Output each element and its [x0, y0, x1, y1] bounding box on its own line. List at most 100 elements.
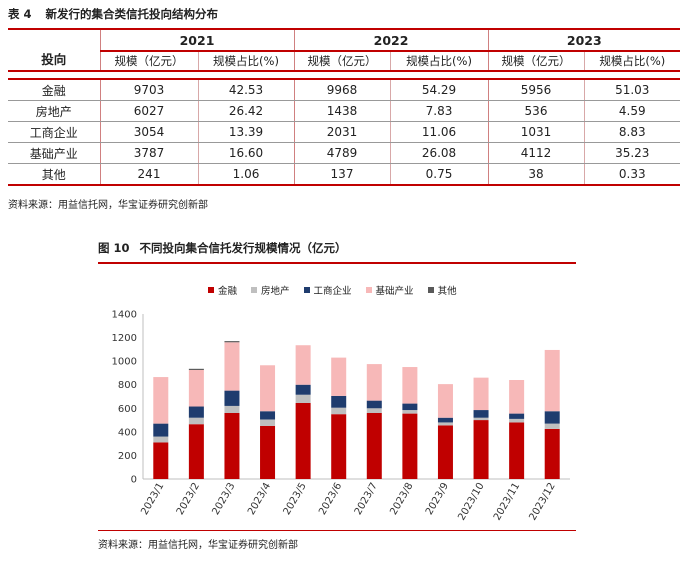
column-header: 规模占比(%)	[583, 50, 681, 72]
bar-segment	[295, 402, 311, 479]
legend-label: 基础产业	[375, 286, 414, 297]
bar-segment	[437, 422, 453, 426]
bar-segment	[366, 408, 382, 413]
x-tick-label: 2023/9	[424, 481, 451, 517]
column-header: 规模（亿元）	[99, 50, 198, 72]
row-category: 金融	[8, 78, 100, 101]
bar-segment	[153, 423, 169, 437]
bar-segment	[509, 380, 525, 414]
bar-segment	[509, 413, 525, 419]
bar-segment	[402, 410, 418, 414]
table-row: 房地产 6027 26.42 1438 7.83 536 4.59	[8, 100, 680, 122]
bar-segment	[437, 417, 453, 423]
table-cell: 26.08	[389, 142, 488, 164]
figure-source: 资料来源：用益信托网，华宝证券研究创新部	[98, 540, 298, 551]
bar-segment	[224, 390, 240, 406]
bar-segment	[224, 405, 240, 413]
bar-segment	[437, 425, 453, 479]
table-cell: 2031	[293, 121, 390, 143]
bar-segment	[331, 407, 347, 415]
table-cell: 3054	[99, 121, 198, 143]
table-cell: 4112	[487, 142, 584, 164]
bar-segment	[544, 423, 560, 429]
table-caption: 表 4 新发行的集合类信托投向结构分布	[8, 6, 218, 22]
table-cell: 1.06	[197, 163, 294, 186]
table-row: 其他 241 1.06 137 0.75 38 0.33	[8, 163, 680, 186]
bar-segment	[188, 424, 204, 479]
bar-segment	[188, 368, 204, 370]
table-row: 基础产业 3787 16.60 4789 26.08 4112 35.23	[8, 142, 680, 164]
bar-segment	[544, 349, 560, 412]
bar-segment	[544, 428, 560, 479]
x-tick-label: 2023/6	[317, 481, 344, 517]
table-cell: 51.03	[583, 78, 680, 101]
bar-segment	[224, 413, 240, 479]
column-header: 规模（亿元）	[293, 50, 391, 72]
bar-segment	[509, 422, 525, 479]
table-cell: 9703	[99, 78, 198, 101]
table-cell: 54.29	[389, 78, 488, 101]
legend-label: 金融	[218, 286, 238, 297]
table-cell: 137	[293, 163, 390, 186]
table-cell: 9968	[293, 78, 390, 101]
bar-segment	[224, 341, 240, 343]
table-cell: 35.23	[583, 142, 680, 164]
bar-segment	[188, 406, 204, 418]
bar-segment	[224, 342, 240, 391]
bar-segment	[331, 357, 347, 396]
table-cell: 26.42	[197, 100, 294, 122]
bar-segment	[402, 403, 418, 411]
bar-segment	[260, 425, 276, 479]
y-tick-label: 400	[118, 427, 137, 438]
legend-item: 工商企业	[303, 283, 352, 297]
year-header: 2021	[99, 28, 295, 52]
legend-swatch	[303, 287, 310, 293]
table-cell: 5956	[487, 78, 584, 101]
year-header: 2022	[293, 28, 489, 52]
table-cell: 8.83	[583, 121, 680, 143]
y-tick-label: 600	[118, 404, 137, 415]
table-cell: 0.75	[389, 163, 488, 186]
row-category: 工商企业	[8, 121, 100, 143]
bar-segment	[366, 400, 382, 409]
x-tick-label: 2023/3	[210, 481, 237, 517]
row-category: 房地产	[8, 100, 100, 122]
column-header: 规模占比(%)	[389, 50, 489, 72]
table-cell: 42.53	[197, 78, 294, 101]
legend-swatch	[427, 287, 434, 293]
bar-segment	[473, 420, 489, 479]
row-category: 基础产业	[8, 142, 100, 164]
bar-segment	[188, 369, 204, 407]
figure-caption: 图 10 不同投向集合信托发行规模情况（亿元）	[98, 240, 347, 256]
bar-segment	[366, 364, 382, 401]
column-header: 规模占比(%)	[197, 50, 295, 72]
table-number: 表 4	[8, 7, 32, 21]
legend-item: 金融	[208, 283, 237, 297]
figure-bottom-rule	[98, 530, 576, 531]
chart-legend: 金融 房地产 工商企业 基础产业 其他	[208, 283, 457, 297]
table-cell: 241	[99, 163, 198, 186]
legend-item: 房地产	[251, 283, 290, 297]
bar-segment	[153, 377, 169, 424]
table-cell: 11.06	[389, 121, 488, 143]
legend-label: 房地产	[261, 286, 290, 297]
bar-segment	[473, 417, 489, 421]
bar-segment	[295, 394, 311, 403]
bar-segment	[473, 410, 489, 418]
bar-segment	[153, 442, 169, 479]
x-tick-label: 2023/4	[246, 481, 273, 517]
table-title: 新发行的集合类信托投向结构分布	[45, 7, 219, 21]
legend-label: 其他	[437, 286, 457, 297]
bar-segment	[473, 377, 489, 411]
x-tick-label: 2023/12	[528, 481, 558, 522]
table-source: 资料来源：用益信托网，华宝证券研究创新部	[8, 200, 208, 211]
legend-swatch	[208, 287, 214, 293]
table-cell: 4789	[293, 142, 390, 164]
table-cell: 6027	[99, 100, 198, 122]
bar-segment	[402, 413, 418, 479]
bar-segment	[331, 395, 347, 408]
x-tick-label: 2023/5	[282, 481, 309, 517]
bar-segment	[260, 365, 276, 412]
x-tick-label: 2023/1	[139, 481, 166, 517]
bar-segment	[366, 413, 382, 479]
